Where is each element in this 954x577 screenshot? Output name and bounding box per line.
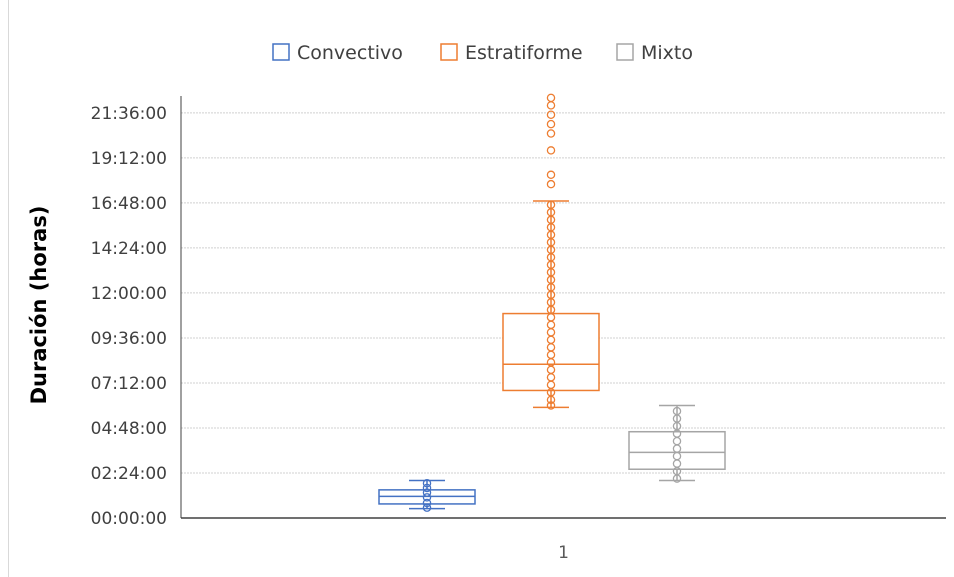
y-axis-ticks: 00:00:00 02:24:00 04:48:00 07:12:00 09:36:00… <box>91 104 167 529</box>
legend-swatch <box>440 43 458 61</box>
data-point <box>546 119 556 129</box>
y-tick-label: 09:36:00 <box>91 329 167 349</box>
x-category-label: 1 <box>558 543 569 563</box>
iqr-box <box>502 312 600 392</box>
y-tick-label: 04:48:00 <box>91 419 167 439</box>
data-point <box>422 493 432 502</box>
y-axis-title: Duración (horas) <box>27 206 51 405</box>
data-point <box>546 146 556 155</box>
data-point <box>422 488 432 497</box>
y-tick-label: 16:48:00 <box>91 194 167 214</box>
legend-item-mixto: Mixto <box>616 42 693 64</box>
y-tick-label: 12:00:00 <box>91 284 167 304</box>
box-estratiforme <box>502 93 600 410</box>
legend-swatch <box>616 43 634 61</box>
data-point <box>422 498 432 508</box>
data-point <box>422 483 432 493</box>
box-series <box>378 93 726 512</box>
data-point <box>672 406 682 416</box>
data-point <box>546 170 556 180</box>
y-tick-label: 07:12:00 <box>91 374 167 394</box>
y-tick-label: 21:36:00 <box>91 104 167 124</box>
legend-item-convectivo: Convectivo <box>272 42 403 64</box>
legend-label: Mixto <box>641 42 693 64</box>
chart-frame <box>8 0 954 577</box>
gridlines <box>181 112 946 474</box>
y-tick-label: 19:12:00 <box>91 149 167 169</box>
data-point <box>546 93 556 103</box>
data-point <box>546 179 556 189</box>
box-convectivo <box>378 479 476 512</box>
legend-item-estratiforme: Estratiforme <box>440 42 583 64</box>
data-point <box>546 200 556 210</box>
y-tick-label: 02:24:00 <box>91 464 167 484</box>
legend-label: Convectivo <box>297 42 403 64</box>
data-point <box>546 110 556 120</box>
data-point <box>422 503 432 512</box>
legend: Convectivo Estratiforme Mixto <box>272 42 693 64</box>
data-point <box>546 101 556 110</box>
legend-swatch <box>272 43 290 61</box>
data-point <box>546 401 556 410</box>
data-point <box>422 479 432 488</box>
y-tick-label: 14:24:00 <box>91 239 167 259</box>
y-tick-label: 00:00:00 <box>91 509 167 529</box>
legend-label: Estratiforme <box>465 42 583 64</box>
box-mixto <box>628 404 726 483</box>
data-point <box>546 129 556 138</box>
